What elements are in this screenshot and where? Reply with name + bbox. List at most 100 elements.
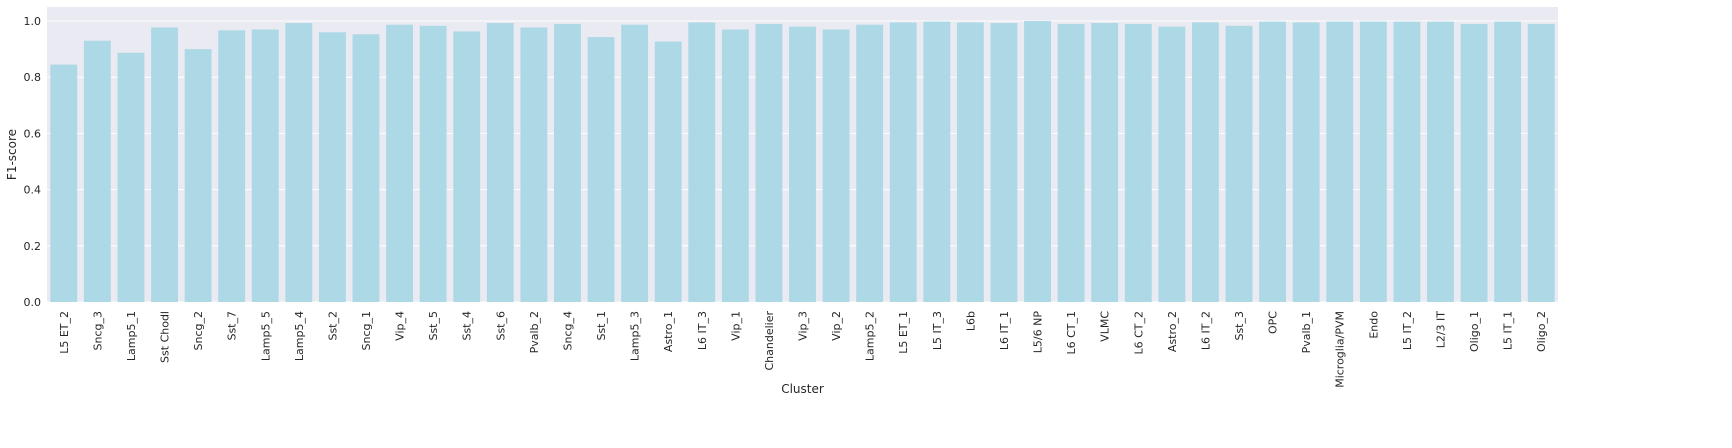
x-tick-label: L5 ET_1 — [897, 311, 910, 354]
y-axis-ticks: 0.0 0.2 0.4 0.6 0.8 1.0 — [24, 15, 42, 309]
x-tick-label: Sncg_2 — [192, 311, 205, 350]
bar — [1158, 26, 1186, 303]
bar — [889, 22, 917, 302]
bar — [587, 37, 615, 303]
x-tick-label: Pvalb_1 — [1300, 311, 1313, 353]
x-tick-label: Vip_3 — [797, 311, 810, 341]
x-tick-label: Chandelier — [763, 311, 776, 371]
y-tick-label: 1.0 — [24, 15, 42, 28]
x-tick-label: Sst_2 — [326, 311, 339, 341]
x-tick-label: L6 IT_2 — [1199, 311, 1212, 350]
bar — [1192, 22, 1219, 302]
x-tick-label: L5 ET_2 — [58, 311, 71, 354]
bar — [318, 32, 346, 303]
x-tick-label: L6 CT_2 — [1132, 311, 1145, 355]
x-tick-label: L5 IT_1 — [1502, 311, 1515, 350]
bar — [1259, 21, 1287, 302]
x-tick-label: Sst Chodl — [159, 311, 172, 363]
y-tick-label: 0.2 — [24, 240, 42, 253]
bar — [453, 31, 481, 302]
x-tick-label: Sst_5 — [427, 311, 440, 341]
x-tick-label: Pvalb_2 — [528, 311, 541, 353]
x-tick-label: Oligo_2 — [1535, 311, 1548, 352]
bar — [1225, 25, 1253, 302]
x-tick-label: Sst_6 — [494, 311, 507, 341]
y-tick-label: 0.0 — [24, 296, 42, 309]
x-tick-label: OPC — [1267, 311, 1280, 334]
bar — [789, 26, 816, 303]
bar — [1359, 21, 1387, 302]
bar — [285, 23, 313, 303]
bar — [755, 23, 783, 302]
x-tick-label: L5 IT_2 — [1401, 311, 1414, 350]
x-tick-label: Sst_7 — [226, 311, 239, 341]
bar — [419, 25, 447, 302]
bar — [856, 24, 884, 302]
bar — [822, 29, 850, 302]
bar — [218, 30, 246, 302]
y-tick-label: 0.4 — [24, 184, 42, 197]
bar — [1292, 22, 1320, 302]
bar — [1427, 21, 1454, 302]
x-axis-label: Cluster — [781, 382, 824, 396]
bar — [352, 34, 380, 302]
bar — [251, 29, 279, 302]
x-tick-label: Oligo_1 — [1468, 311, 1481, 352]
bar — [1057, 23, 1085, 302]
bar — [1024, 21, 1051, 303]
bar — [1494, 21, 1522, 302]
bar — [83, 40, 111, 302]
bar — [990, 23, 1018, 303]
x-tick-label: Lamp5_2 — [864, 311, 877, 361]
bar — [1091, 23, 1119, 303]
x-tick-label: L6 IT_3 — [696, 311, 709, 350]
bar — [117, 52, 145, 302]
x-tick-label: L5/6 NP — [1032, 311, 1045, 354]
bar — [688, 22, 716, 302]
bar — [1326, 21, 1354, 302]
x-axis-ticks: L5 ET_2 Sncg_3 Lamp5_1 Sst Chodl Sncg_2 Sst_7… — [58, 311, 1548, 388]
bar — [520, 27, 548, 303]
x-tick-label: Sst_3 — [1233, 311, 1246, 341]
bar — [486, 23, 514, 303]
bar — [721, 29, 749, 302]
bar — [50, 64, 78, 302]
x-tick-label: Sncg_3 — [91, 311, 104, 350]
x-tick-label: L2/3 IT — [1434, 311, 1447, 349]
x-tick-label: L6 CT_1 — [1065, 311, 1078, 355]
bar — [386, 24, 413, 302]
x-tick-label: Sst_4 — [461, 311, 474, 341]
bar — [956, 22, 984, 302]
x-tick-label: Vip_2 — [830, 311, 843, 341]
x-tick-label: Microglia/PVM — [1334, 311, 1347, 388]
x-tick-label: Sncg_1 — [360, 311, 373, 350]
x-tick-label: VLMC — [1099, 311, 1112, 342]
bars — [50, 21, 1555, 303]
x-tick-label: Astro_2 — [1166, 311, 1179, 352]
bar — [1124, 23, 1152, 302]
x-tick-label: Lamp5_5 — [259, 311, 272, 361]
x-tick-label: L6 IT_1 — [998, 311, 1011, 350]
x-tick-label: Lamp5_4 — [293, 311, 306, 361]
x-tick-label: Lamp5_1 — [125, 311, 138, 361]
bar — [654, 41, 682, 303]
x-tick-label: Sst_1 — [595, 311, 608, 341]
bar — [151, 27, 178, 303]
x-tick-label: Endo — [1367, 311, 1380, 339]
x-tick-label: Astro_1 — [662, 311, 675, 352]
x-tick-label: Sncg_4 — [561, 311, 574, 350]
x-tick-label: L5 IT_3 — [931, 311, 944, 350]
bar — [1460, 23, 1488, 302]
y-tick-label: 0.6 — [24, 127, 42, 140]
x-tick-label: Vip_4 — [394, 311, 407, 341]
y-axis-label: F1-score — [5, 129, 19, 180]
x-tick-label: Lamp5_3 — [629, 311, 642, 361]
bar — [1527, 23, 1555, 302]
bar — [184, 49, 212, 303]
bar — [923, 21, 951, 302]
bar — [554, 23, 581, 302]
y-tick-label: 0.8 — [24, 71, 42, 84]
x-tick-label: Vip_1 — [729, 311, 742, 341]
